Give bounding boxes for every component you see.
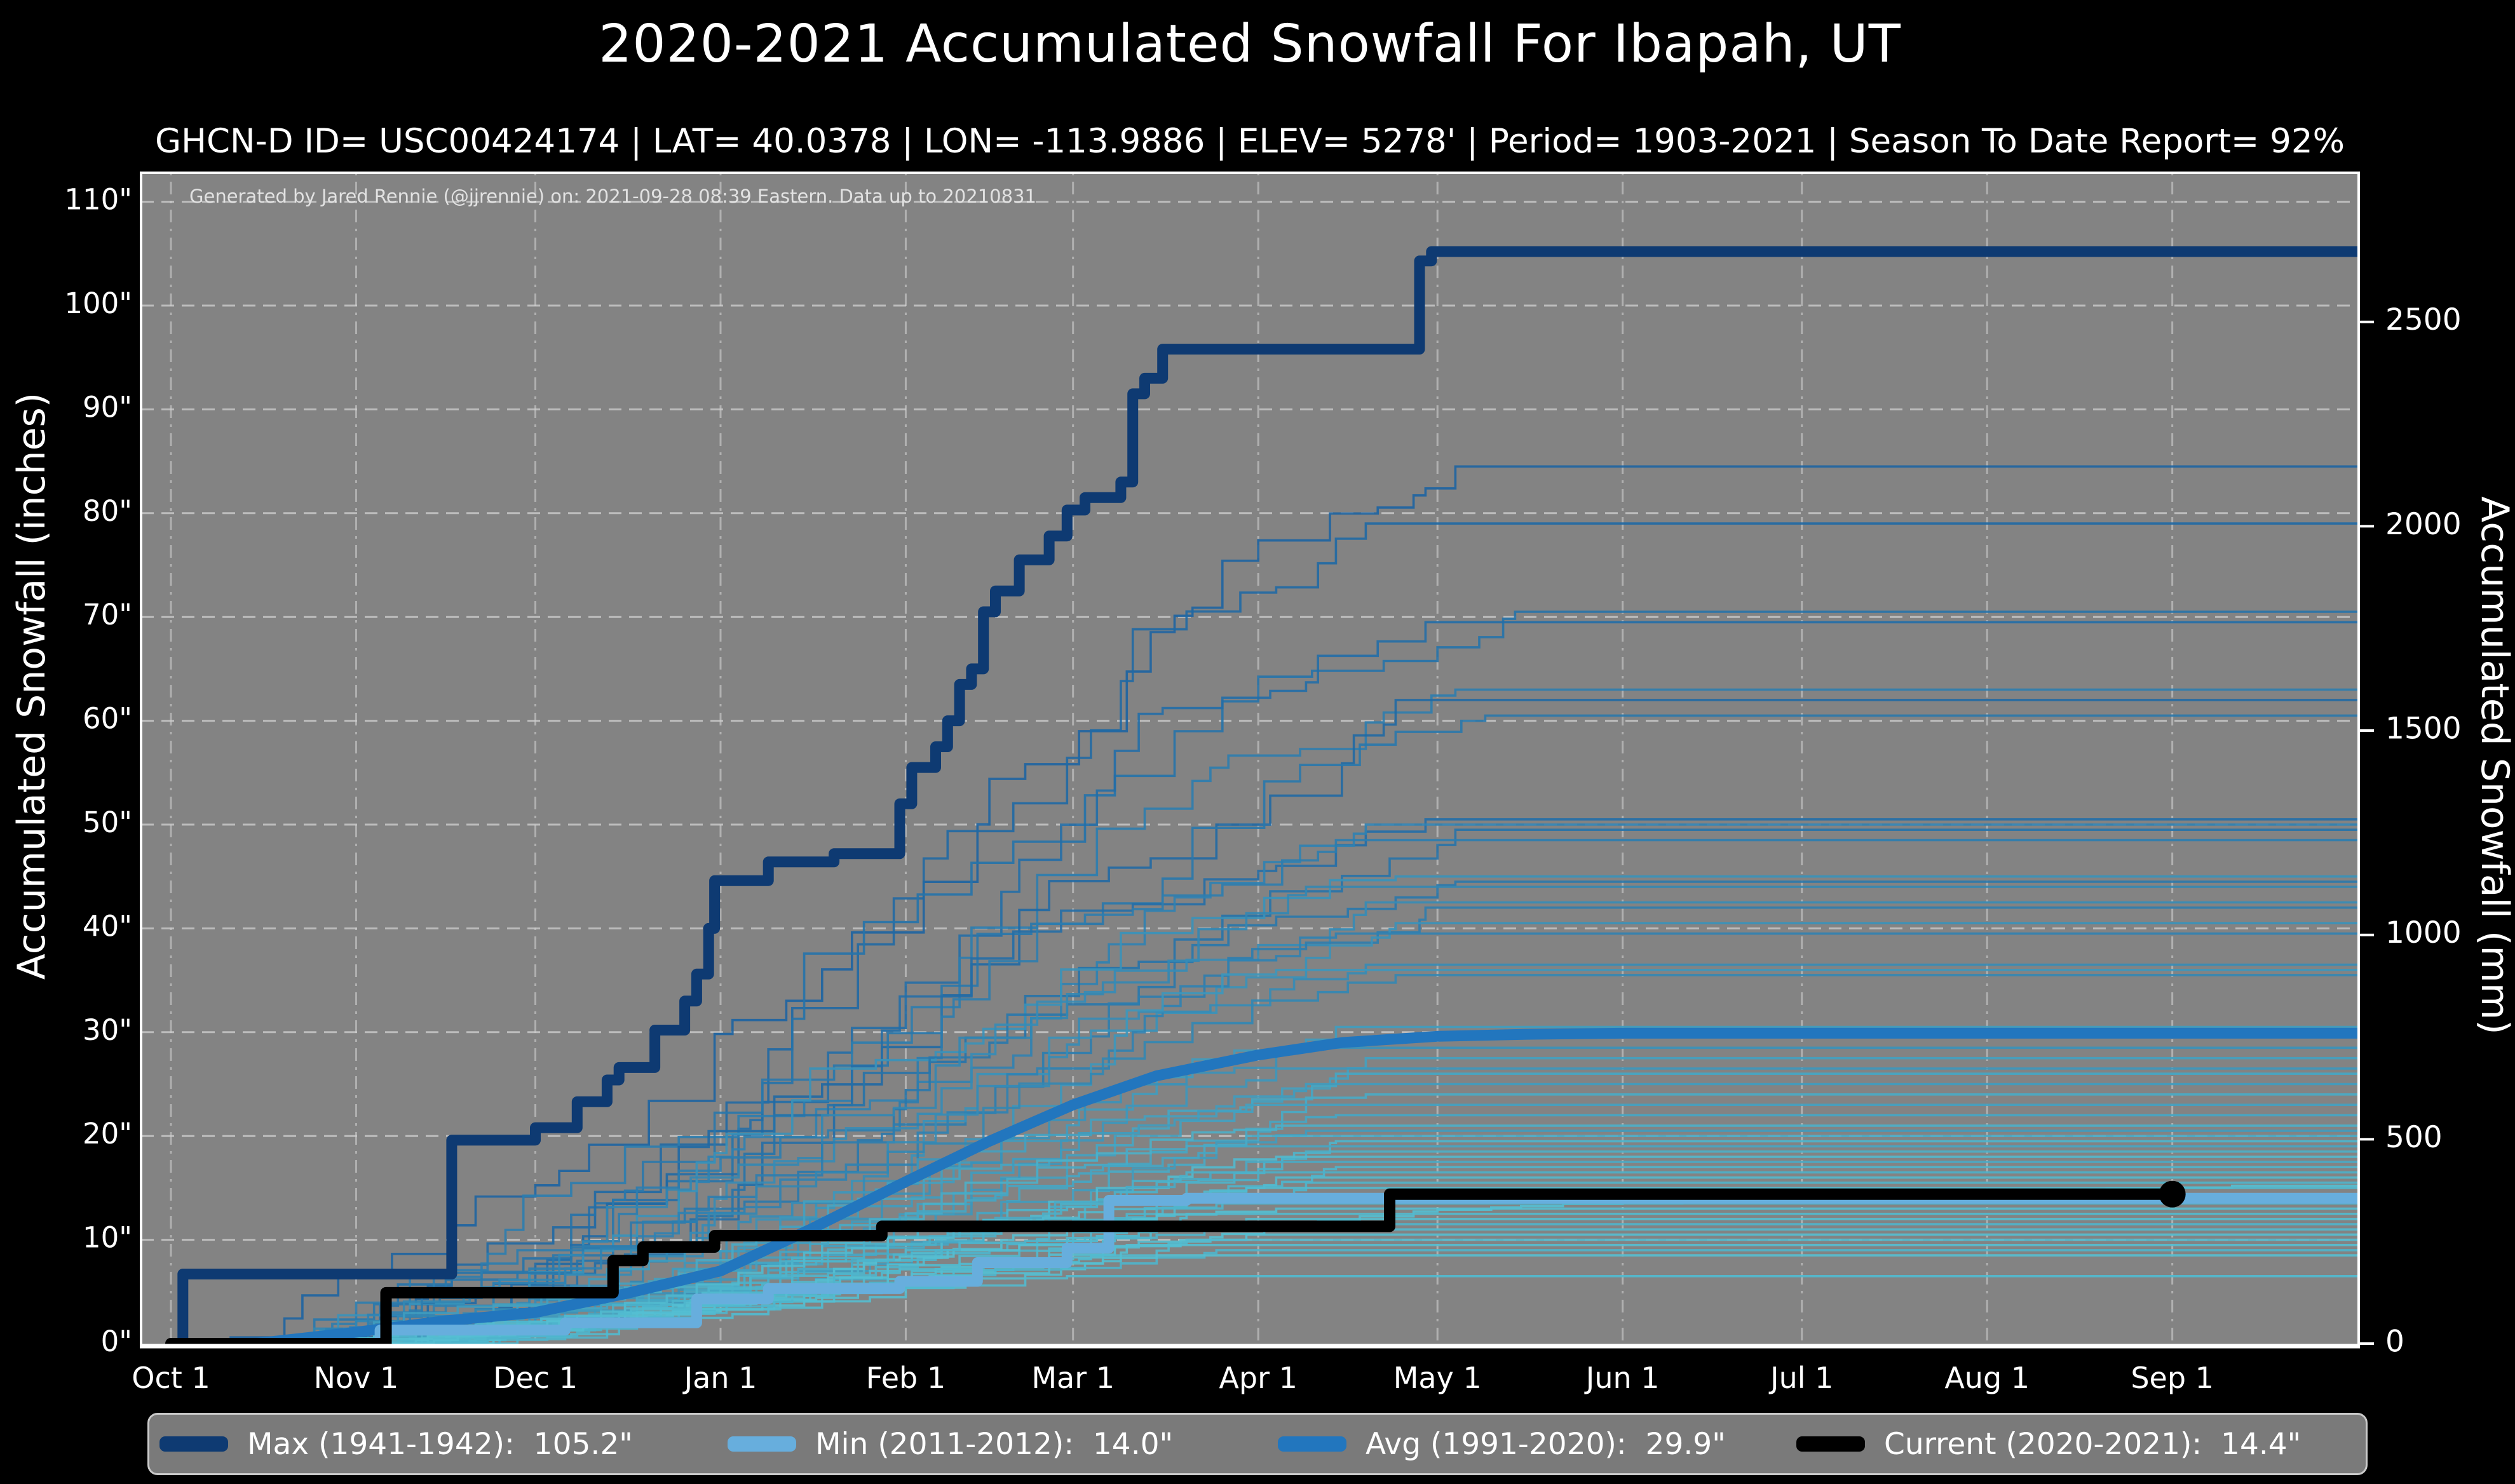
legend-label-max: Max (1941-1942): 105.2" — [247, 1426, 633, 1462]
min-line — [165, 1192, 2359, 1346]
y-left-tick-label: 70" — [83, 598, 132, 631]
avg-line-swatch — [1278, 1436, 1346, 1452]
y-left-tick-label: 40" — [83, 909, 132, 943]
x-tick-label: Jan 1 — [682, 1361, 757, 1395]
historical-season-line — [171, 1103, 2359, 1345]
y-left-tick-label: 90" — [83, 390, 132, 424]
legend-item-max: Max (1941-1942): 105.2" — [159, 1415, 633, 1473]
legend-item-min: Min (2011-2012): 14.0" — [728, 1415, 1173, 1473]
max-line — [165, 246, 2359, 1346]
y-left-tick-label: 50" — [83, 806, 132, 839]
x-tick-label: Apr 1 — [1219, 1361, 1297, 1395]
y-left-tick-label: 80" — [83, 494, 132, 528]
historical-season-line — [171, 823, 2359, 1345]
x-tick-label: Nov 1 — [314, 1361, 399, 1395]
x-tick-label: Dec 1 — [493, 1361, 578, 1395]
y-right-tick-label: 1500 — [2385, 712, 2462, 746]
y-right-tick-label: 2500 — [2385, 302, 2462, 337]
min-line-swatch — [728, 1436, 796, 1452]
x-tick-label: Jun 1 — [1584, 1361, 1660, 1395]
station-subtitle: GHCN-D ID= USC00424174 | LAT= 40.0378 | … — [155, 122, 2345, 161]
historical-season-line — [171, 1083, 2359, 1345]
legend: Max (1941-1942): 105.2" Min (2011-2012):… — [147, 1413, 2368, 1475]
y-left-tick-label: 60" — [83, 702, 132, 736]
historical-season-line — [171, 465, 2359, 1345]
current-line — [165, 1188, 2178, 1346]
avg-line — [165, 1027, 2359, 1346]
y-right-tick-label: 0 — [2385, 1325, 2404, 1359]
x-tick-label: Jul 1 — [1768, 1361, 1833, 1395]
x-tick-label: Mar 1 — [1031, 1361, 1115, 1395]
current-endpoint-marker — [2159, 1180, 2186, 1208]
x-tick-label: Aug 1 — [1944, 1361, 2030, 1395]
y-left-axis-title: Accumulated Snowfall (inches) — [10, 393, 54, 980]
page-title: 2020-2021 Accumulated Snowfall For Ibapa… — [599, 14, 1901, 74]
legend-label-avg: Avg (1991-2020): 29.9" — [1366, 1426, 1726, 1462]
historical-season-line — [171, 1249, 2359, 1345]
legend-label-current: Current (2020-2021): 14.4" — [1884, 1426, 2301, 1462]
current-line-swatch — [1796, 1436, 1865, 1452]
y-right-tick-label: 500 — [2385, 1120, 2443, 1155]
legend-item-current: Current (2020-2021): 14.4" — [1796, 1415, 2301, 1473]
max-line-swatch — [159, 1436, 228, 1452]
x-tick-label: May 1 — [1393, 1361, 1482, 1395]
y-left-tick-label: 100" — [64, 287, 132, 320]
historical-season-line — [171, 610, 2359, 1345]
y-left-tick-label: 30" — [83, 1013, 132, 1047]
y-right-tick-label: 2000 — [2385, 507, 2462, 542]
x-tick-label: Oct 1 — [132, 1361, 210, 1395]
historical-season-line — [171, 901, 2359, 1345]
y-right-axis-title: Accumulated Snowfall (mm) — [2472, 496, 2515, 1034]
x-tick-label: Sep 1 — [2131, 1361, 2214, 1395]
y-left-tick-label: 10" — [83, 1221, 132, 1255]
legend-label-min: Min (2011-2012): 14.0" — [815, 1426, 1174, 1462]
legend-item-avg: Avg (1991-2020): 29.9" — [1278, 1415, 1726, 1473]
y-right-tick-label: 1000 — [2385, 915, 2462, 950]
x-tick-label: Feb 1 — [866, 1361, 946, 1395]
generated-by-annotation: Generated by Jared Rennie (@jjrennie) on… — [189, 186, 1036, 207]
historical-season-line — [171, 522, 2359, 1345]
y-left-tick-label: 20" — [83, 1117, 132, 1150]
y-left-tick-label: 0" — [101, 1325, 132, 1358]
y-left-tick-label: 110" — [64, 183, 132, 217]
